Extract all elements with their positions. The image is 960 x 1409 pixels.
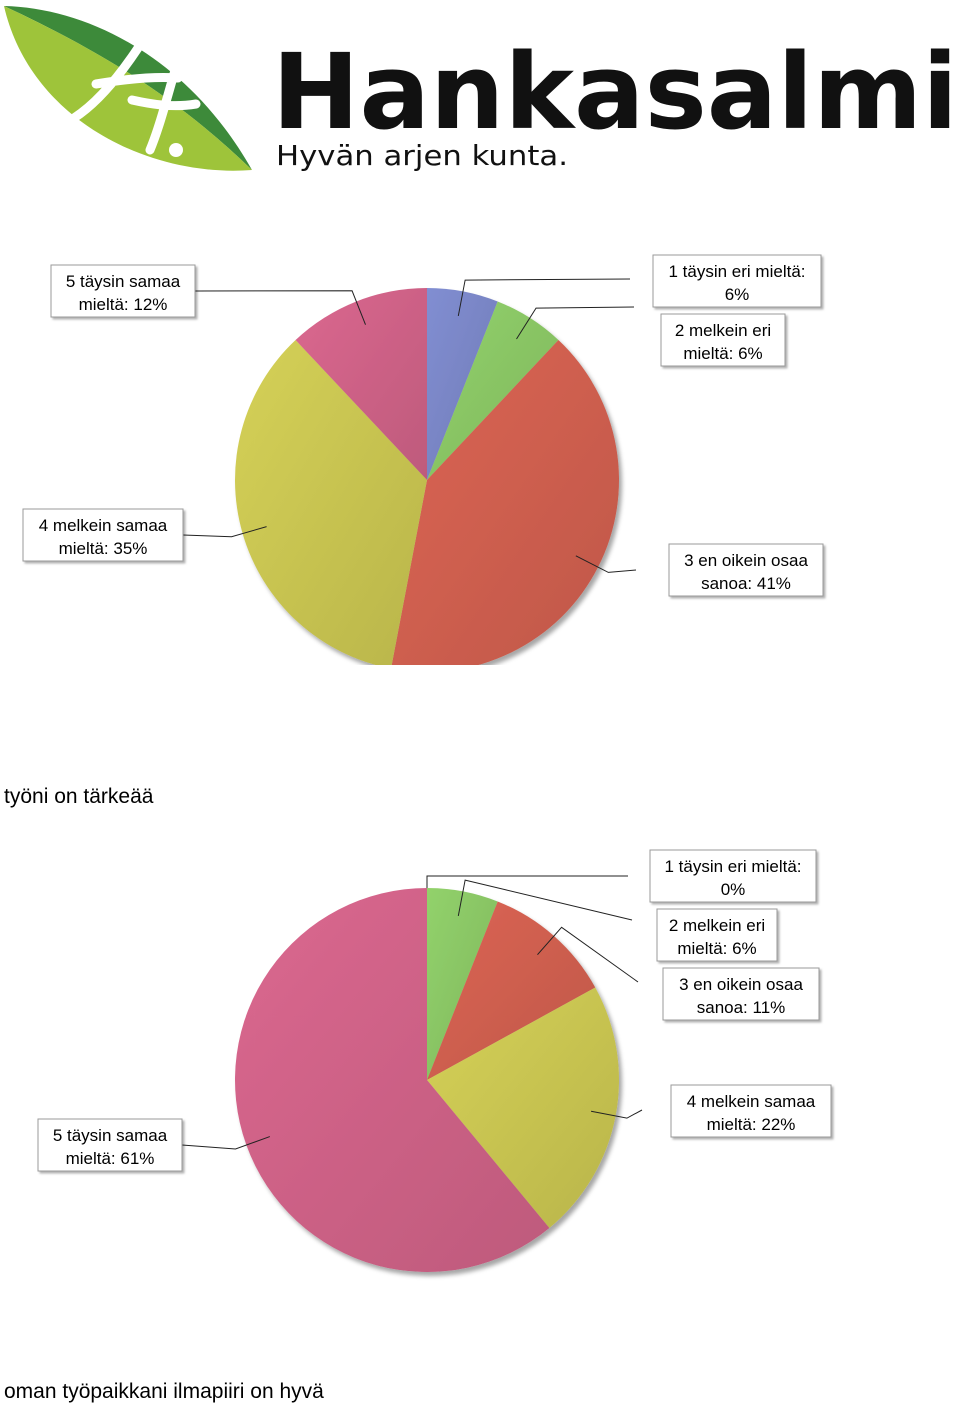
data-label-1: 1 täysin eri mieltä: 0% (649, 849, 817, 903)
pie-slice-1 (427, 288, 498, 480)
data-label-3-line2: sanoa: 41% (701, 574, 791, 593)
leader-line-5 (194, 290, 366, 325)
data-label-1-line2: 0% (721, 880, 746, 899)
brand-name: Hankasalmi (272, 31, 958, 153)
pie-chart-1: 1 täysin eri mieltä: 6% 2 melkein eri mielt… (22, 254, 824, 665)
data-label-5: 5 täysin samaa mieltä: 12% (50, 264, 196, 318)
leader-line-2 (516, 306, 635, 340)
data-label-4-line2: mieltä: 35% (59, 539, 148, 558)
data-label-2: 2 melkein eri mieltä: 6% (660, 313, 786, 367)
data-label-4-line1: 4 melkein samaa (687, 1092, 816, 1111)
leader-line-4 (182, 526, 267, 538)
data-label-3-line2: sanoa: 11% (697, 998, 786, 1017)
leader-line-1 (426, 875, 628, 888)
data-label-5-line2: mieltä: 12% (79, 295, 168, 314)
data-label-3: 3 en oikein osaa sanoa: 11% (662, 967, 820, 1021)
data-label-1-line2: 6% (725, 285, 750, 304)
data-label-2-line2: mieltä: 6% (677, 939, 756, 958)
data-label-5-line1: 5 täysin samaa (66, 272, 181, 291)
leader-line-3 (575, 555, 637, 573)
leader-lines (181, 875, 643, 1150)
chart-caption-2: oman työpaikkani ilmapiiri on hyvä (4, 1380, 324, 1403)
data-label-3-line1: 3 en oikein osaa (679, 975, 803, 994)
pie-slice-5 (295, 288, 427, 480)
pie-slice-3 (391, 340, 619, 665)
leader-line-1 (457, 278, 631, 317)
brand-tagline: Hyvän arjen kunta. (276, 139, 568, 172)
leaf-icon (4, 6, 252, 171)
data-label-5-line2: mieltä: 61% (66, 1149, 155, 1168)
data-label-4-line1: 4 melkein samaa (39, 516, 168, 535)
pie-slice-4 (427, 987, 619, 1228)
pie-slice-2 (427, 301, 559, 480)
data-label-2-line2: mieltä: 6% (683, 344, 762, 363)
data-label-5-line1: 5 täysin samaa (53, 1126, 168, 1145)
hankasalmi-logo: Hankasalmi Hyvän arjen kunta. (4, 6, 958, 172)
data-label-3-line1: 3 en oikein osaa (684, 551, 808, 570)
leaf-dot (169, 143, 183, 157)
data-label-2-line1: 2 melkein eri (669, 916, 765, 935)
leaf-letter-mark (69, 43, 201, 155)
pie-slice-5 (234, 888, 550, 1272)
data-label-3: 3 en oikein osaa sanoa: 41% (668, 543, 824, 597)
data-label-4-line2: mieltä: 22% (707, 1115, 796, 1134)
pie-slice-4 (235, 340, 427, 665)
data-label-1-line1: 1 täysin eri mieltä: (665, 857, 802, 876)
leaf-light-half (4, 6, 252, 171)
data-label-2: 2 melkein eri mieltä: 6% (656, 908, 778, 962)
leader-line-5 (181, 1136, 271, 1150)
leader-line-2 (457, 879, 633, 921)
leader-lines (182, 278, 637, 573)
data-label-2-line1: 2 melkein eri (675, 321, 771, 340)
pie-slices (235, 288, 619, 665)
leader-line-3 (537, 926, 639, 983)
data-label-1-line1: 1 täysin eri mieltä: (669, 262, 806, 281)
data-label-4: 4 melkein samaa mieltä: 22% (670, 1084, 832, 1138)
pie-chart-2: 1 täysin eri mieltä: 0% 2 melkein eri mielt… (37, 849, 832, 1272)
pie-slice-2 (427, 888, 498, 1080)
data-label-1: 1 täysin eri mieltä: 6% (652, 254, 822, 308)
data-label-4: 4 melkein samaa mieltä: 35% (22, 508, 184, 562)
pie-slice-3 (427, 901, 596, 1080)
leader-line-4 (590, 1109, 643, 1119)
pie-slices (234, 888, 619, 1272)
data-label-5: 5 täysin samaa mieltä: 61% (37, 1118, 183, 1172)
chart-caption-1: työni on tärkeää (4, 785, 154, 808)
